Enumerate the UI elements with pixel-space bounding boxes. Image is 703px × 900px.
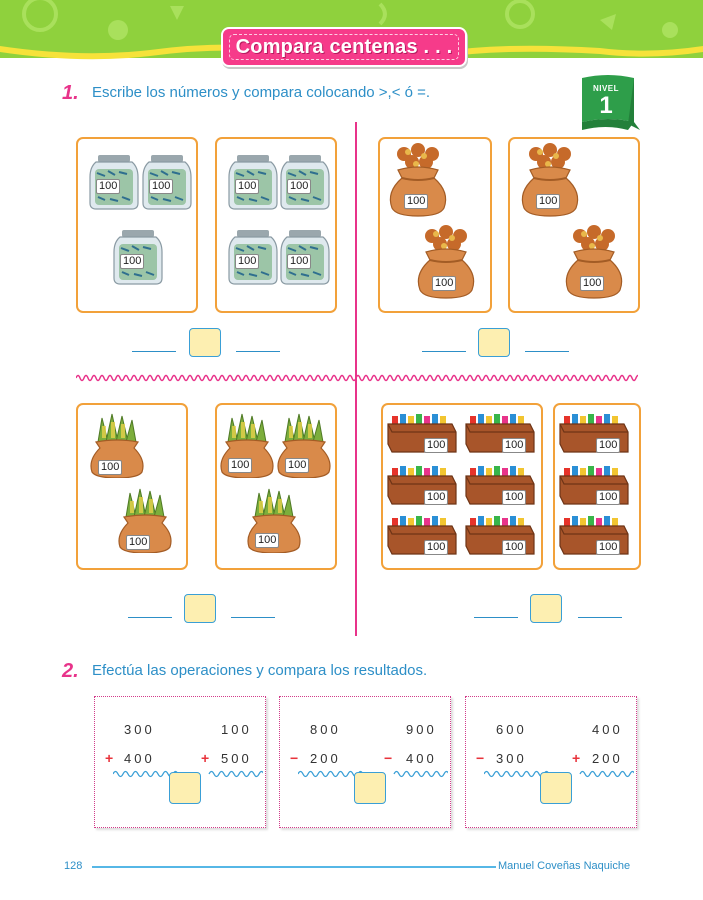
hundred-label: 100	[126, 535, 151, 550]
hundred-label: 100	[255, 533, 280, 548]
answer-blank-left[interactable]	[128, 617, 172, 619]
compare-answer-box[interactable]	[530, 594, 562, 623]
title-banner: Compara centenas . . .	[221, 27, 467, 67]
candy-crate-icon	[558, 412, 630, 461]
operator-right: +	[201, 750, 210, 766]
candy-sack-icon	[384, 142, 452, 223]
hundred-label: 100	[502, 490, 527, 505]
level-flag-icon	[582, 75, 640, 130]
horizontal-wavy-divider	[76, 374, 638, 382]
page-title: Compara centenas . . .	[235, 35, 453, 58]
hundred-label: 100	[285, 458, 310, 473]
candy-crate-icon	[558, 464, 630, 513]
hundred-label: 100	[596, 490, 621, 505]
operand-bottom-left: 200	[310, 751, 341, 766]
hundred-label: 100	[596, 438, 621, 453]
hundred-label: 100	[404, 194, 429, 209]
candy-crate-icon	[386, 514, 458, 563]
candy-crate-icon	[464, 464, 536, 513]
operator-left: −	[290, 750, 299, 766]
answer-blank-right[interactable]	[578, 617, 622, 619]
operand-bottom-right: 500	[221, 751, 252, 766]
candy-sack-icon	[560, 224, 628, 305]
level-badge: NIVEL 1	[578, 72, 640, 130]
operand-top-right: 900	[406, 722, 437, 737]
compare-answer-box[interactable]	[540, 772, 572, 804]
hundred-label: 100	[424, 540, 449, 555]
hundred-label: 100	[98, 460, 123, 475]
answer-blank-left[interactable]	[422, 351, 466, 353]
compare-answer-box[interactable]	[354, 772, 386, 804]
hundred-label: 100	[596, 540, 621, 555]
hundred-label: 100	[96, 179, 121, 194]
compare-answer-box[interactable]	[169, 772, 201, 804]
hundred-label: 100	[149, 179, 174, 194]
compare-answer-box[interactable]	[478, 328, 510, 357]
candy-crate-icon	[386, 412, 458, 461]
operand-top-right: 400	[592, 722, 623, 737]
hundred-label: 100	[424, 438, 449, 453]
exercise-1-instruction: Escribe los números y compara colocando …	[92, 84, 431, 101]
hundred-label: 100	[536, 194, 561, 209]
candy-crate-icon	[558, 514, 630, 563]
operand-bottom-left: 300	[496, 751, 527, 766]
operand-top-left: 600	[496, 722, 527, 737]
hundred-label: 100	[235, 179, 260, 194]
hundred-label: 100	[235, 254, 260, 269]
operator-left: +	[105, 750, 114, 766]
answer-blank-right[interactable]	[236, 351, 280, 353]
corn-sack-icon	[116, 487, 174, 558]
operand-bottom-left: 400	[124, 751, 155, 766]
operand-top-right: 100	[221, 722, 252, 737]
candy-sack-icon	[516, 142, 584, 223]
level-number: 1	[599, 92, 613, 119]
answer-blank-right[interactable]	[231, 617, 275, 619]
hundred-label: 100	[120, 254, 145, 269]
hundred-label: 100	[502, 540, 527, 555]
candy-jar-icon	[141, 153, 193, 216]
operand-top-left: 800	[310, 722, 341, 737]
candy-sack-icon	[412, 224, 480, 305]
exercise-2-number: 2.	[62, 660, 79, 682]
operation-card-3: 600 − 300 400 + 200	[465, 696, 637, 828]
operation-card-2: 800 − 200 900 − 400	[279, 696, 451, 828]
operand-bottom-right: 200	[592, 751, 623, 766]
candy-crate-icon	[464, 514, 536, 563]
operator-right: +	[572, 750, 581, 766]
footer-rule	[92, 866, 496, 868]
page-number: 128	[64, 860, 83, 872]
answer-blank-left[interactable]	[474, 617, 518, 619]
hundred-label: 100	[287, 254, 312, 269]
exercise-1-number: 1.	[62, 82, 79, 104]
compare-answer-box[interactable]	[189, 328, 221, 357]
level-label: NIVEL	[592, 84, 620, 93]
answer-blank-right[interactable]	[525, 351, 569, 353]
hundred-label: 100	[580, 276, 605, 291]
compare-answer-box[interactable]	[184, 594, 216, 623]
hundred-label: 100	[502, 438, 527, 453]
hundred-label: 100	[432, 276, 457, 291]
candy-crate-icon	[464, 412, 536, 461]
answer-blank-left[interactable]	[132, 351, 176, 353]
operand-top-left: 300	[124, 722, 155, 737]
author-name: Manuel Coveñas Naquiche	[498, 860, 631, 872]
exercise-2-instruction: Efectúa las operaciones y compara los re…	[92, 662, 428, 679]
candy-crate-icon	[386, 464, 458, 513]
operand-bottom-right: 400	[406, 751, 437, 766]
hundred-label: 100	[287, 179, 312, 194]
operator-right: −	[384, 750, 393, 766]
hundred-label: 100	[424, 490, 449, 505]
operator-left: −	[476, 750, 485, 766]
hundred-label: 100	[228, 458, 253, 473]
operation-card-1: 300 + 400 100 + 500	[94, 696, 266, 828]
